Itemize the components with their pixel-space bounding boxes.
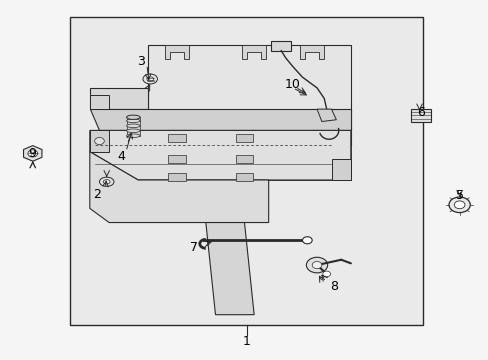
Polygon shape [331, 159, 350, 180]
Ellipse shape [126, 119, 140, 122]
Bar [410, 109, 430, 122]
Bar [168, 173, 185, 181]
Text: 2: 2 [93, 188, 101, 201]
Polygon shape [90, 109, 350, 130]
Ellipse shape [126, 134, 140, 138]
Circle shape [302, 237, 311, 244]
Text: 8: 8 [329, 280, 337, 293]
Bar [168, 155, 185, 163]
Text: 1: 1 [243, 335, 250, 348]
Bar [235, 173, 253, 181]
Polygon shape [147, 145, 350, 180]
Text: 5: 5 [455, 189, 463, 202]
Polygon shape [90, 95, 109, 109]
Circle shape [453, 201, 464, 209]
Text: 9: 9 [28, 147, 36, 160]
Ellipse shape [103, 180, 110, 184]
Circle shape [28, 150, 38, 157]
Polygon shape [242, 45, 265, 59]
Polygon shape [23, 145, 42, 161]
Bar [235, 134, 253, 142]
Circle shape [448, 197, 469, 213]
Polygon shape [205, 222, 254, 315]
Text: 4: 4 [117, 150, 125, 163]
Circle shape [311, 261, 321, 269]
Ellipse shape [126, 124, 140, 127]
Ellipse shape [142, 74, 157, 84]
Polygon shape [316, 109, 336, 122]
Polygon shape [90, 130, 350, 180]
Circle shape [322, 271, 330, 277]
Text: 7: 7 [189, 241, 197, 254]
Ellipse shape [126, 115, 140, 120]
Polygon shape [147, 45, 350, 145]
Polygon shape [90, 152, 268, 222]
Polygon shape [90, 88, 147, 109]
Ellipse shape [126, 129, 140, 132]
Text: 10: 10 [285, 78, 300, 91]
Bar [270, 41, 291, 51]
Bar [126, 117, 140, 136]
Text: 6: 6 [416, 106, 424, 119]
Bar [70, 17, 423, 325]
Ellipse shape [146, 77, 153, 81]
Polygon shape [300, 45, 324, 59]
Polygon shape [164, 45, 188, 59]
Bar [235, 155, 253, 163]
Polygon shape [90, 130, 109, 152]
Circle shape [95, 138, 104, 145]
Ellipse shape [99, 177, 114, 186]
Text: 3: 3 [136, 55, 144, 68]
Circle shape [306, 257, 327, 273]
Bar [168, 134, 185, 142]
